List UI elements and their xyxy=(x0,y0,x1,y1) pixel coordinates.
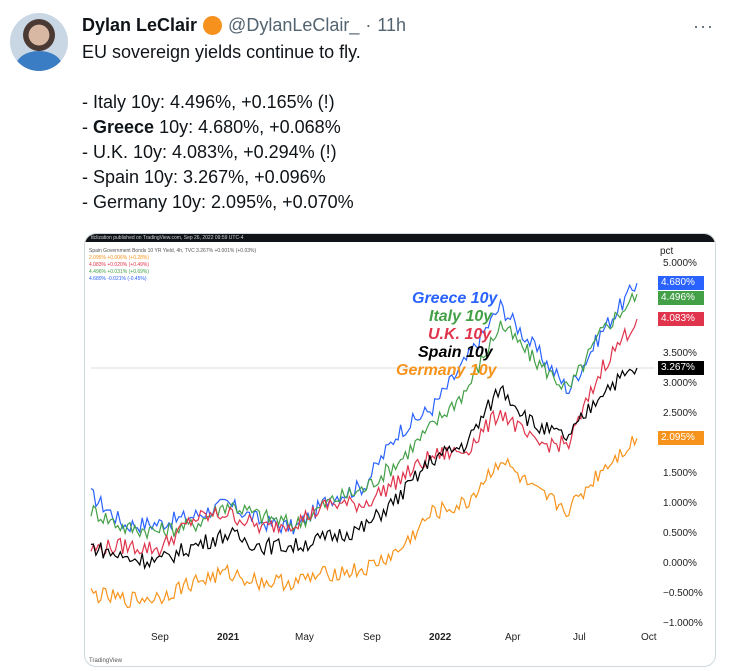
tweet-text-line-4: - Greece 10y: 4.680%, +0.068% xyxy=(82,117,341,138)
chart-header-value: 4.496% +0.031% (+0.69%) xyxy=(89,269,150,275)
verified-badge-icon xyxy=(203,15,223,35)
series-line-italy-10y xyxy=(90,291,638,541)
chart-header-value: 2.095% +0.006% (+0.28%) xyxy=(89,255,150,261)
author-handle[interactable]: @DylanLeClair_ xyxy=(228,14,360,35)
legend-label: Germany 10y xyxy=(396,362,497,379)
tweet-text-line-3: - Italy 10y: 4.496%, +0.165% (!) xyxy=(82,92,335,112)
avatar-shirt xyxy=(16,51,62,71)
y-axis-unit: pct xyxy=(660,246,674,257)
x-tick-label: Sep xyxy=(363,632,381,643)
y-tick-label: 5.000% xyxy=(663,258,697,269)
y-tick-label: 0.000% xyxy=(663,558,697,569)
chart-header-value: 4.680% -0.021% (-0.45%) xyxy=(89,276,147,282)
tweet-text-line-5: - U.K. 10y: 4.083%, +0.294% (!) xyxy=(82,142,337,162)
chart-header-title: Spain Government Bonds 10 YR Yield, 4h, … xyxy=(89,248,257,254)
series-line-u-k-10y xyxy=(90,318,638,558)
y-tick-label: 1.500% xyxy=(663,468,697,479)
x-tick-label: Jul xyxy=(573,632,586,643)
chart-image[interactable]: ttclization published on TradingView.com… xyxy=(84,233,716,667)
x-tick-label: 2021 xyxy=(217,632,240,643)
price-tag: 3.267% xyxy=(658,360,704,375)
price-tag: 4.083% xyxy=(658,312,704,327)
tweet-text-line-7: - Germany 10y: 2.095%, +0.070% xyxy=(82,192,354,212)
x-tick-label: Oct xyxy=(641,632,657,643)
y-tick-label: 3.500% xyxy=(663,348,697,359)
price-tag: 2.095% xyxy=(658,431,704,446)
tweet-time[interactable]: 11h xyxy=(377,14,407,35)
legend-label: U.K. 10y xyxy=(428,326,492,343)
chart-header-values: 2.095% +0.006% (+0.28%) 4.083% +0.020% (+… xyxy=(89,255,256,283)
greece-prefix: - xyxy=(82,117,93,137)
separator-dot: · xyxy=(365,14,372,35)
legend-label: Spain 10y xyxy=(418,344,493,361)
more-options-icon[interactable]: ··· xyxy=(693,16,714,36)
x-tick-label: Sep xyxy=(151,632,169,643)
y-tick-label: −1.000% xyxy=(663,618,703,629)
tradingview-logo: TradingView xyxy=(89,658,123,664)
x-tick-label: Apr xyxy=(505,632,521,643)
series-line-spain-10y xyxy=(90,367,638,571)
x-tick-label: 2022 xyxy=(429,632,452,643)
greece-bold: Greece xyxy=(93,117,155,137)
tweet-header: Dylan LeClair @DylanLeClair_ · 11h xyxy=(82,14,406,36)
y-tick-label: −0.500% xyxy=(663,588,703,599)
yield-chart xyxy=(90,283,655,609)
author-avatar[interactable] xyxy=(10,13,68,71)
price-tag: 4.496% xyxy=(658,291,704,306)
chart-header-value: 4.083% +0.020% (+0.49%) xyxy=(89,262,150,268)
chart-publish-note: ttclization published on TradingView.com… xyxy=(91,235,244,241)
chart-top-strip xyxy=(85,234,715,242)
legend-label: Italy 10y xyxy=(429,308,493,325)
legend-label: Greece 10y xyxy=(412,290,498,307)
tweet-text-line-6: - Spain 10y: 3.267%, +0.096% xyxy=(82,167,326,187)
y-tick-label: 2.500% xyxy=(663,408,697,419)
tweet-text-line-1: EU sovereign yields continue to fly. xyxy=(82,42,361,62)
y-tick-label: 3.000% xyxy=(663,378,697,389)
greece-rest: 10y: 4.680%, +0.068% xyxy=(154,117,341,137)
y-tick-label: 1.000% xyxy=(663,498,697,509)
series-line-greece-10y xyxy=(90,283,638,535)
price-tag: 4.680% xyxy=(658,276,704,291)
series-line-germany-10y xyxy=(90,436,638,609)
chart-series-header: Spain Government Bonds 10 YR Yield, 4h, … xyxy=(89,248,256,283)
x-tick-label: May xyxy=(295,632,314,643)
y-tick-label: 0.500% xyxy=(663,528,697,539)
author-name[interactable]: Dylan LeClair xyxy=(82,14,198,35)
